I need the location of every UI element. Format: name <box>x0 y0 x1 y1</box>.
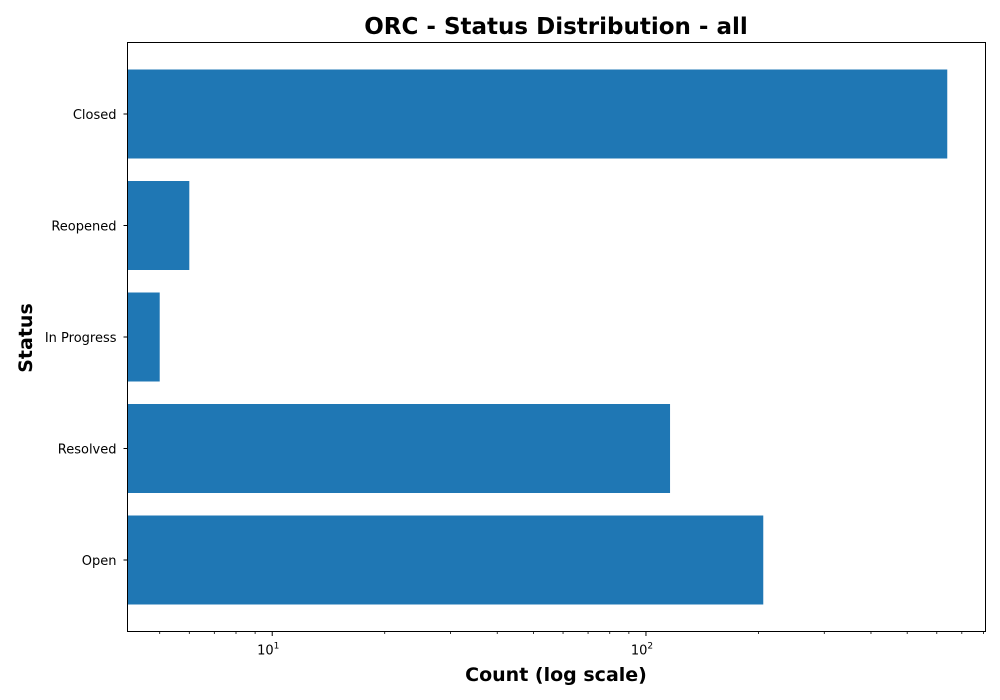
x-axis-ticks: 101 102 <box>159 631 984 659</box>
x-tick-label: 102 <box>631 642 653 659</box>
x-axis-label: Count (log scale) <box>465 664 647 686</box>
y-tick-label: Resolved <box>58 443 117 458</box>
bar-in-progress <box>127 292 160 382</box>
bar-reopened <box>127 181 190 270</box>
y-tick-label: Reopened <box>51 220 116 235</box>
bar-closed <box>127 69 948 159</box>
bars-group <box>127 69 948 605</box>
chart-title: ORC - Status Distribution - all <box>364 14 747 40</box>
y-axis-label: Status <box>15 303 37 373</box>
y-tick-label: In Progress <box>45 331 117 346</box>
y-axis-ticks: Open Resolved In Progress Reopened Closed <box>45 108 128 569</box>
plot-frame <box>127 42 986 632</box>
y-tick-label: Open <box>82 554 117 569</box>
y-tick-label: Closed <box>73 108 117 123</box>
bar-resolved <box>127 404 671 493</box>
x-tick-label: 101 <box>257 642 279 659</box>
bar-open <box>127 515 764 605</box>
